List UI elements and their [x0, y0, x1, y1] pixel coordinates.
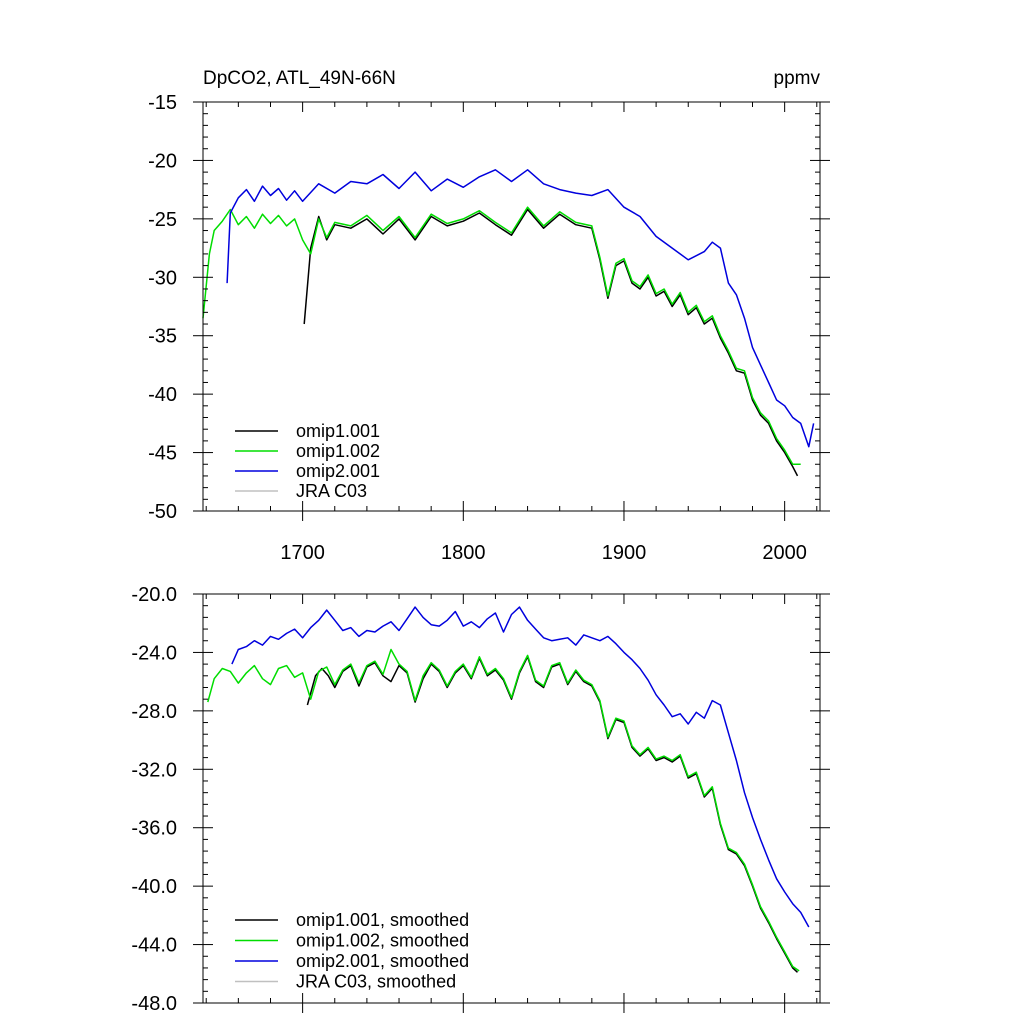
series-line-1 — [207, 648, 800, 972]
x-tick-label: 2000 — [762, 542, 807, 564]
y-tick-label: -35 — [148, 326, 177, 348]
series-lines — [207, 606, 810, 973]
legend-label-3: JRA C03 — [296, 481, 367, 501]
units-label: ppmv — [774, 68, 821, 89]
y-tick-label: -24.0 — [131, 642, 177, 664]
legend-label-0: omip1.001 — [296, 421, 380, 441]
axis-ticks: -48.0 -44.0 -40.0 -36.0 -32.0 -28.0 -24.0 -20.0 — [131, 584, 830, 1015]
legend-label-3: JRA C03, smoothed — [296, 972, 456, 992]
y-tick-label: -48.0 — [131, 993, 177, 1015]
series-line-2 — [226, 169, 815, 448]
x-tick-label: 1700 — [280, 542, 325, 564]
y-tick-label: -20.0 — [131, 584, 177, 606]
series-lines — [202, 169, 815, 477]
legend-label-2: omip2.001, smoothed — [296, 951, 469, 971]
legend-label-0: omip1.001, smoothed — [296, 910, 469, 930]
chart-title: DpCO2, ATL_49N-66N — [203, 68, 396, 89]
y-tick-label: -44.0 — [131, 935, 177, 957]
y-tick-label: -25 — [148, 209, 177, 231]
y-tick-label: -45 — [148, 443, 177, 465]
y-tick-label: -15 — [148, 92, 177, 114]
y-tick-label: -20 — [148, 150, 177, 172]
legend-label-2: omip2.001 — [296, 461, 380, 481]
y-tick-label: -30 — [148, 267, 177, 289]
series-line-1 — [202, 206, 801, 466]
legend-label-1: omip1.002, smoothed — [296, 931, 469, 951]
x-tick-label: 1900 — [602, 542, 647, 564]
y-tick-label: -32.0 — [131, 759, 177, 781]
y-tick-label: -36.0 — [131, 818, 177, 840]
x-tick-label: 1800 — [441, 542, 486, 564]
y-tick-label: -40 — [148, 384, 177, 406]
legend-label-1: omip1.002 — [296, 441, 380, 461]
plot-frame — [202, 593, 821, 1004]
top-panel: DpCO2, ATL_49N-66N ppmv 1700 1800 1900 2000… — [148, 68, 830, 564]
plot-frame — [202, 101, 821, 512]
axis-ticks: 1700 1800 1900 2000 -50 -45 -40 -35 -30 -25 -20 -15 — [148, 92, 830, 564]
y-tick-label: -28.0 — [131, 701, 177, 723]
y-tick-label: -40.0 — [131, 876, 177, 898]
bottom-panel: -48.0 -44.0 -40.0 -36.0 -32.0 -28.0 -24.0 -20.0… — [131, 584, 830, 1015]
series-line-2 — [231, 606, 810, 928]
y-tick-label: -50 — [148, 501, 177, 523]
